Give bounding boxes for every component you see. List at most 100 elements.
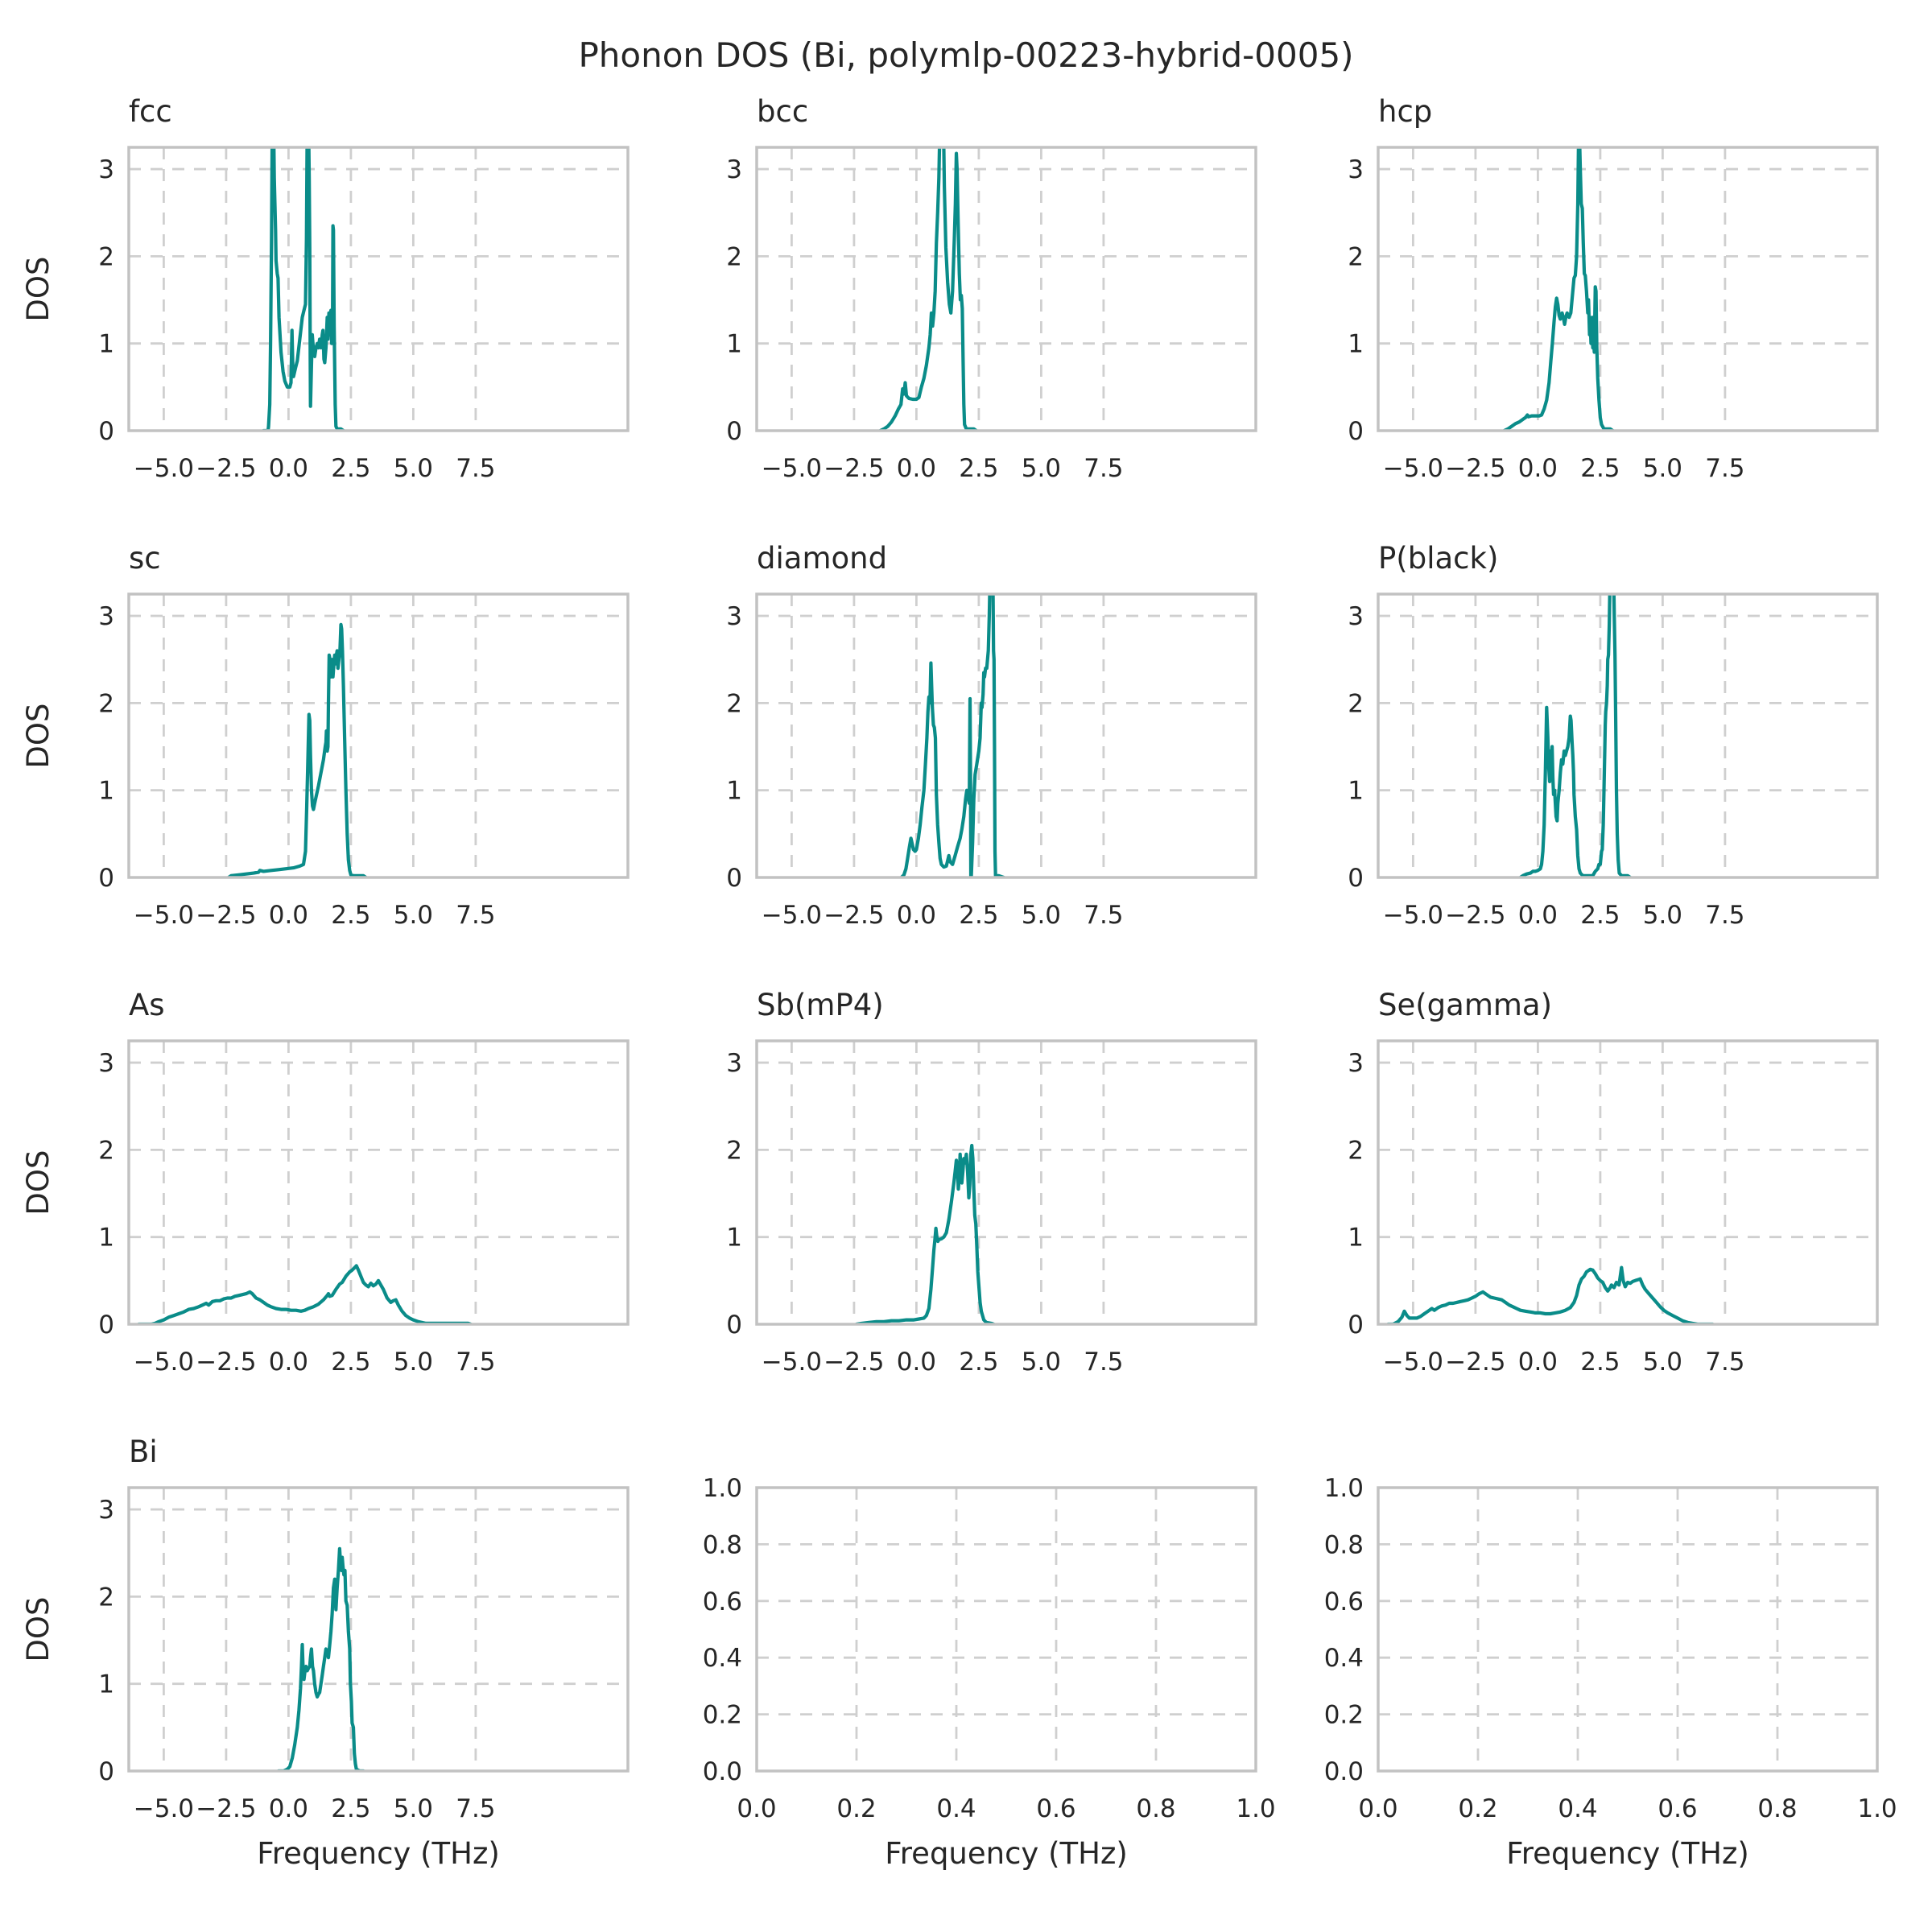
x-axis-label: Frequency (THz) <box>257 1836 500 1871</box>
x-tick-label: −2.5 <box>1445 901 1505 930</box>
y-tick-label: 1 <box>98 777 114 806</box>
x-tick-label: 7.5 <box>1084 454 1123 483</box>
y-tick-label: 1 <box>98 1670 114 1699</box>
dos-curve <box>226 622 368 877</box>
x-tick-label: 0.0 <box>1518 454 1558 483</box>
y-tick-label: 0.0 <box>1324 1757 1364 1786</box>
x-tick-label: −5.0 <box>762 1348 822 1377</box>
dos-curve <box>1386 1265 1715 1324</box>
subplot-diamond: diamond −5.0 −2.5 0.0 2.5 5.0 7.5 0 1 2 3 <box>726 541 1257 930</box>
x-tick-label: 7.5 <box>1084 901 1123 930</box>
x-tick-label: −2.5 <box>824 454 884 483</box>
x-tick-label: −5.0 <box>762 901 822 930</box>
y-tick-label: 0 <box>98 417 114 446</box>
dos-curve <box>137 1264 473 1324</box>
x-tick-label: −5.0 <box>762 454 822 483</box>
x-tick-label: 2.5 <box>331 454 370 483</box>
subplot-hcp: hcp −5.0 −2.5 0.0 2.5 5.0 7.5 0 1 2 3 <box>1348 94 1879 483</box>
x-tick-label: 5.0 <box>1022 454 1061 483</box>
plot-box <box>127 592 630 879</box>
y-tick-label: 1.0 <box>703 1474 742 1503</box>
subplot-bcc: bcc −5.0 −2.5 0.0 2.5 5.0 7.5 0 1 2 3 <box>726 94 1257 483</box>
y-tick-label: 0.4 <box>703 1644 742 1673</box>
gridlines <box>757 594 1256 877</box>
y-tick-label: 0.4 <box>1324 1644 1364 1673</box>
subplot-fcc: fcc −5.0 −2.5 0.0 2.5 5.0 7.5 0 1 2 3 DOS <box>21 94 630 483</box>
gridlines <box>129 1041 628 1324</box>
x-tick-label: 5.0 <box>1022 1348 1061 1377</box>
y-tick-label: 0 <box>726 1311 742 1340</box>
x-tick-label: −5.0 <box>1383 1348 1443 1377</box>
plot-box <box>755 146 1257 432</box>
subplot-title: hcp <box>1378 94 1432 129</box>
y-tick-label: 2 <box>726 689 742 718</box>
plot-box <box>755 1486 1257 1773</box>
gridlines <box>1378 1488 1877 1771</box>
y-tick-label: 0.2 <box>1324 1701 1364 1730</box>
plot-box <box>1377 592 1879 879</box>
x-tick-label: 5.0 <box>1643 454 1682 483</box>
y-tick-label: 0 <box>726 864 742 893</box>
x-tick-label: −5.0 <box>134 1794 194 1823</box>
dos-curve <box>854 1143 996 1324</box>
x-tick-label: −2.5 <box>824 901 884 930</box>
subplot-title: fcc <box>129 94 172 129</box>
y-tick-label: 3 <box>1348 155 1364 184</box>
plot-box <box>755 1039 1257 1326</box>
subplot-title: Se(gamma) <box>1378 988 1552 1022</box>
plot-box <box>1377 1486 1879 1773</box>
y-tick-label: 2 <box>726 1136 742 1165</box>
y-tick-label: 1 <box>726 1224 742 1253</box>
x-tick-label: 7.5 <box>1084 1348 1123 1377</box>
x-tick-label: 0.0 <box>897 454 936 483</box>
y-tick-label: 0 <box>98 1757 114 1786</box>
x-tick-label: −2.5 <box>196 1348 256 1377</box>
dos-curve <box>276 1546 365 1771</box>
subplot-as: As −5.0 −2.5 0.0 2.5 5.0 7.5 0 1 2 3 DOS <box>21 988 630 1377</box>
plot-box <box>127 1486 630 1773</box>
y-axis-label: DOS <box>21 1150 56 1215</box>
x-tick-label: 0.6 <box>1036 1794 1075 1823</box>
x-tick-label: 0.0 <box>269 1348 308 1377</box>
plot-box <box>127 146 630 432</box>
x-tick-label: 5.0 <box>394 1348 433 1377</box>
subplot-se-gamma: Se(gamma) −5.0 −2.5 0.0 2.5 5.0 7.5 0 1 2 3 <box>1348 988 1879 1377</box>
plot-box <box>127 1039 630 1326</box>
x-tick-label: 1.0 <box>1236 1794 1275 1823</box>
subplot-empty-2: 0.0 0.2 0.4 0.6 0.8 1.0 0.0 0.2 0.4 0.6 0.8 1.0 Freq… <box>1324 1474 1897 1871</box>
x-tick-label: 0.0 <box>1358 1794 1397 1823</box>
y-tick-label: 1 <box>726 777 742 806</box>
x-tick-label: 2.5 <box>331 901 370 930</box>
x-axis-label: Frequency (THz) <box>1506 1836 1749 1871</box>
x-tick-label: 0.0 <box>897 1348 936 1377</box>
x-tick-label: 2.5 <box>1580 901 1620 930</box>
subplot-p-black: P(black) −5.0 −2.5 0.0 2.5 5.0 7.5 0 1 2 3 <box>1348 541 1879 930</box>
y-tick-label: 1 <box>1348 777 1364 806</box>
x-tick-label: 0.8 <box>1136 1794 1175 1823</box>
y-tick-label: 2 <box>1348 689 1364 718</box>
y-tick-label: 0 <box>98 1311 114 1340</box>
x-tick-label: 7.5 <box>1705 901 1744 930</box>
gridlines <box>757 1488 1256 1771</box>
y-tick-label: 0.8 <box>703 1530 742 1559</box>
x-tick-label: 5.0 <box>394 1794 433 1823</box>
y-axis-label: DOS <box>21 256 56 321</box>
y-tick-label: 2 <box>1348 242 1364 271</box>
x-tick-label: −5.0 <box>134 454 194 483</box>
x-tick-label: −2.5 <box>1445 1348 1505 1377</box>
x-tick-label: 2.5 <box>959 1348 998 1377</box>
y-tick-label: 2 <box>1348 1136 1364 1165</box>
x-tick-label: 5.0 <box>394 901 433 930</box>
subplot-title: P(black) <box>1378 541 1498 576</box>
dos-curve <box>899 594 1005 877</box>
x-tick-label: 2.5 <box>331 1794 370 1823</box>
x-tick-label: 0.0 <box>737 1794 776 1823</box>
x-tick-label: 5.0 <box>1643 1348 1682 1377</box>
gridlines <box>757 147 1256 431</box>
x-tick-label: 1.0 <box>1857 1794 1897 1823</box>
y-tick-label: 0.6 <box>703 1587 742 1616</box>
x-tick-label: 7.5 <box>456 1794 495 1823</box>
x-tick-label: 0.0 <box>269 454 308 483</box>
y-tick-label: 3 <box>1348 602 1364 631</box>
